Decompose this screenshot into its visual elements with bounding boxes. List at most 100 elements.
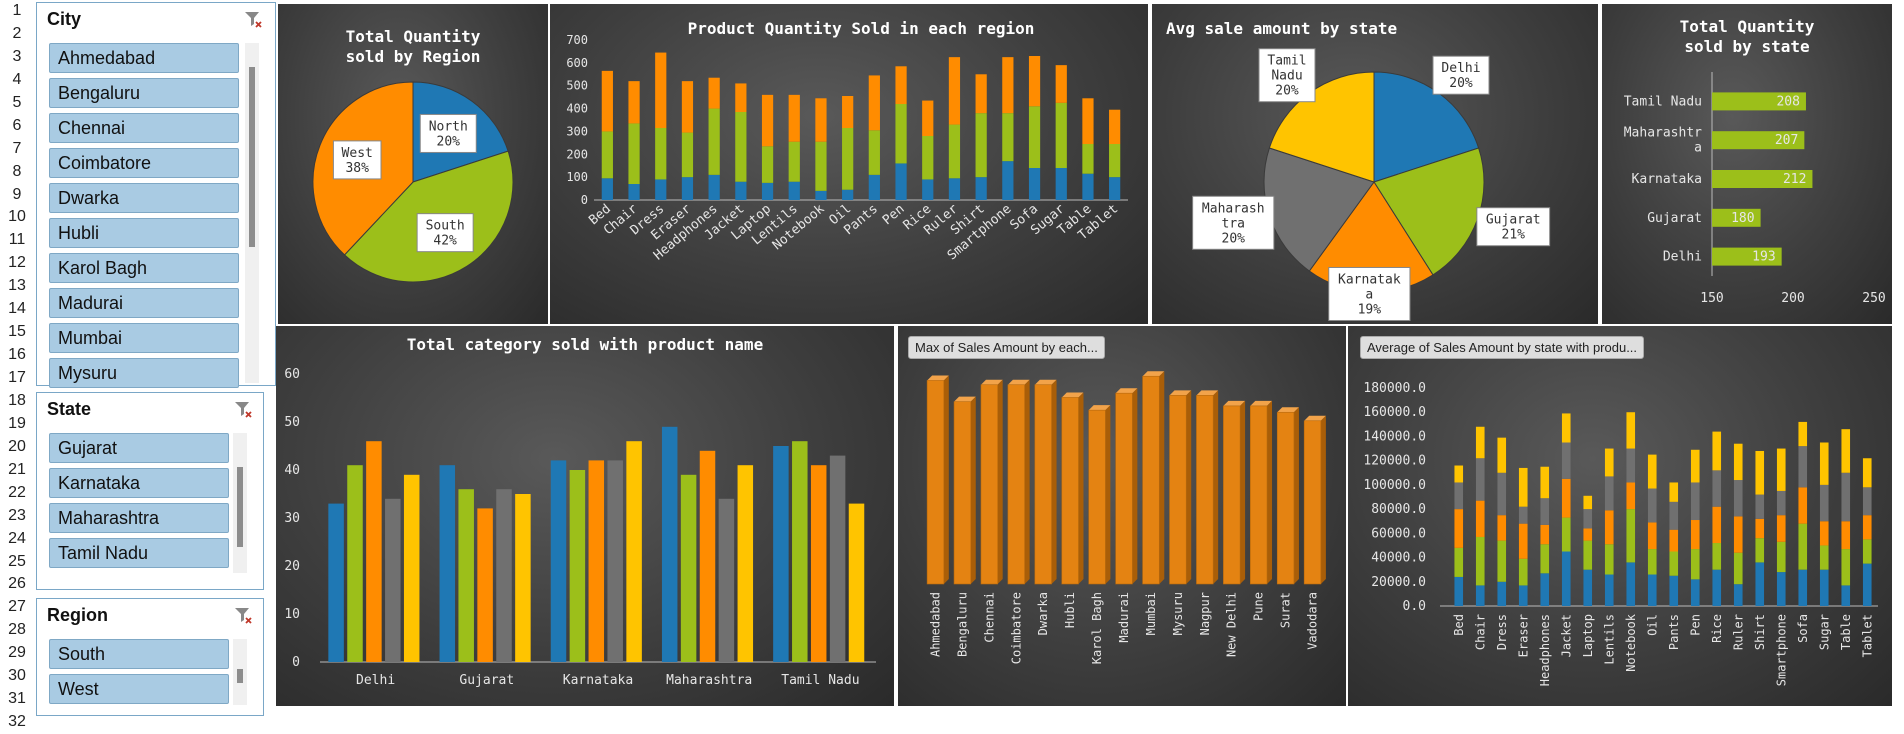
row-number[interactable]: 8: [12, 162, 22, 180]
row-number[interactable]: 18: [8, 391, 26, 409]
bar-top-surat: [1277, 407, 1299, 413]
filter-clear-icon[interactable]: [233, 605, 253, 625]
x-tick-label: Coimbatore: [1009, 592, 1023, 664]
row-number[interactable]: 7: [12, 139, 22, 157]
state-slicer-scroll-thumb[interactable]: [237, 467, 243, 547]
bar-sofa-s2: [1028, 56, 1041, 107]
slicer-item-ahmedabad[interactable]: Ahmedabad: [49, 43, 239, 73]
bar-lentils-s0: [788, 181, 800, 200]
row-number[interactable]: 11: [8, 231, 26, 249]
bar-eraser-s0: [1518, 585, 1528, 606]
region-pie-panel[interactable]: Total Quantity sold by Region North 20% Sout…: [278, 4, 548, 324]
row-number[interactable]: 25: [8, 552, 26, 570]
bar-pants-s0: [868, 174, 880, 200]
bar-tablet-s0: [1109, 177, 1121, 200]
state-product-field-button[interactable]: Average of Sales Amount by state with pr…: [1360, 336, 1645, 359]
y-tick-label: 160000.0: [1363, 405, 1426, 420]
x-tick-label: Sugar: [1817, 614, 1831, 650]
row-number[interactable]: 31: [8, 690, 26, 708]
city-max-field-button[interactable]: Max of Sales Amount by each...: [908, 336, 1105, 359]
bar-shirt-s2: [1755, 518, 1765, 539]
row-number[interactable]: 30: [8, 667, 26, 685]
state-slicer-scrollbar[interactable]: [233, 433, 247, 573]
row-number[interactable]: 20: [8, 437, 26, 455]
slicer-item-maharashtra[interactable]: Maharashtra: [49, 503, 229, 533]
bar-gujarat-3: [496, 489, 512, 662]
row-number[interactable]: 23: [8, 506, 26, 524]
row-number[interactable]: 1: [12, 2, 22, 19]
region-slicer-scroll-thumb[interactable]: [237, 669, 243, 683]
slicer-item-hubli[interactable]: Hubli: [49, 218, 239, 248]
state-pie-panel[interactable]: Avg sale amount by state Delhi 20% Gujarat 2…: [1152, 4, 1598, 324]
slicer-item-bengaluru[interactable]: Bengaluru: [49, 78, 239, 108]
row-number[interactable]: 2: [12, 24, 22, 42]
category-grouped-panel[interactable]: Total category sold with product name 0 10…: [276, 326, 894, 706]
bar-maharashtra-2: [699, 450, 716, 662]
slicer-item-west[interactable]: West: [49, 674, 229, 704]
region-slicer-scrollbar[interactable]: [233, 639, 247, 705]
chart-title: Total Quantity: [346, 27, 481, 46]
bar-gujarat-2: [477, 508, 493, 662]
row-number[interactable]: 10: [8, 208, 26, 226]
product-stacked-panel[interactable]: Product Quantity Sold in each region 0 100…: [550, 4, 1148, 324]
bar-smartphone-s1: [1776, 541, 1786, 573]
bar-side-surat: [1293, 407, 1299, 584]
bar-laptop-s1: [761, 146, 774, 183]
row-number[interactable]: 16: [8, 346, 26, 364]
bar-side-coimbatore: [1024, 379, 1030, 584]
row-number[interactable]: 19: [8, 414, 26, 432]
state-product-panel[interactable]: 0.0 20000.0 40000.0 60000.0 80000.0 100000.0 1…: [1348, 326, 1892, 706]
bar-nagpur: [1196, 395, 1214, 585]
bar-maharashtra-3: [718, 498, 735, 662]
row-number[interactable]: 12: [8, 254, 26, 272]
row-number[interactable]: 13: [8, 277, 26, 295]
slicer-item-mumbai[interactable]: Mumbai: [49, 323, 239, 353]
row-number[interactable]: 26: [8, 575, 26, 593]
row-number[interactable]: 29: [8, 644, 26, 662]
row-number[interactable]: 27: [8, 598, 26, 616]
filter-clear-icon[interactable]: [233, 399, 253, 419]
row-number[interactable]: 4: [12, 70, 22, 88]
row-number[interactable]: 17: [8, 369, 26, 386]
row-number[interactable]: 14: [8, 300, 26, 318]
slicer-item-karnataka[interactable]: Karnataka: [49, 468, 229, 498]
row-number[interactable]: 32: [8, 713, 26, 731]
chart-title: Total category sold with product name: [407, 335, 763, 354]
slicer-item-mysuru[interactable]: Mysuru: [49, 358, 239, 388]
y-tick-label: 500: [566, 79, 588, 93]
slicer-item-dwarka[interactable]: Dwarka: [49, 183, 239, 213]
row-number[interactable]: 15: [8, 323, 26, 341]
slicer-item-chennai[interactable]: Chennai: [49, 113, 239, 143]
row-number[interactable]: 21: [8, 460, 26, 478]
row-number[interactable]: 9: [12, 185, 22, 203]
slicer-item-madurai[interactable]: Madurai: [49, 288, 239, 318]
slicer-item-tamil-nadu[interactable]: Tamil Nadu: [49, 538, 229, 568]
chart-title: Product Quantity Sold in each region: [688, 19, 1035, 38]
city-max-panel[interactable]: Ahmedabad Bengaluru Chennai Coimbatore Dwark…: [898, 326, 1346, 706]
data-label-south: South: [426, 219, 465, 234]
slicer-item-karol-bagh[interactable]: Karol Bagh: [49, 253, 239, 283]
bar-ruler-s2: [948, 57, 961, 125]
bar-eraser-s1: [681, 132, 694, 178]
bar-ruler-s2: [1733, 516, 1743, 553]
row-number[interactable]: 5: [12, 93, 22, 111]
row-number[interactable]: 6: [12, 116, 22, 134]
slicer-item-coimbatore[interactable]: Coimbatore: [49, 148, 239, 178]
bar-shirt-s2: [975, 74, 987, 114]
slicer-item-gujarat[interactable]: Gujarat: [49, 433, 229, 463]
row-number[interactable]: 22: [8, 483, 26, 501]
row-number[interactable]: 3: [12, 47, 22, 65]
filter-clear-icon[interactable]: [243, 9, 263, 29]
x-tick-label: Tablet: [1860, 614, 1874, 657]
bar-tamil-nadu-1: [792, 441, 808, 662]
row-number[interactable]: 28: [8, 621, 26, 639]
bar-dress-s4: [1497, 437, 1507, 473]
city-slicer-scrollbar[interactable]: [245, 43, 259, 383]
data-label-maharashtra: tra: [1222, 216, 1245, 231]
city-slicer-scroll-thumb[interactable]: [249, 67, 255, 247]
y-tick-label: 0.0: [1403, 599, 1426, 614]
row-number[interactable]: 24: [8, 529, 26, 547]
slicer-item-south[interactable]: South: [49, 639, 229, 669]
state-hbar-panel[interactable]: Total Quantity sold by state Tamil Nadu 208…: [1602, 4, 1892, 324]
x-tick-label: Ahmedabad: [928, 592, 942, 657]
